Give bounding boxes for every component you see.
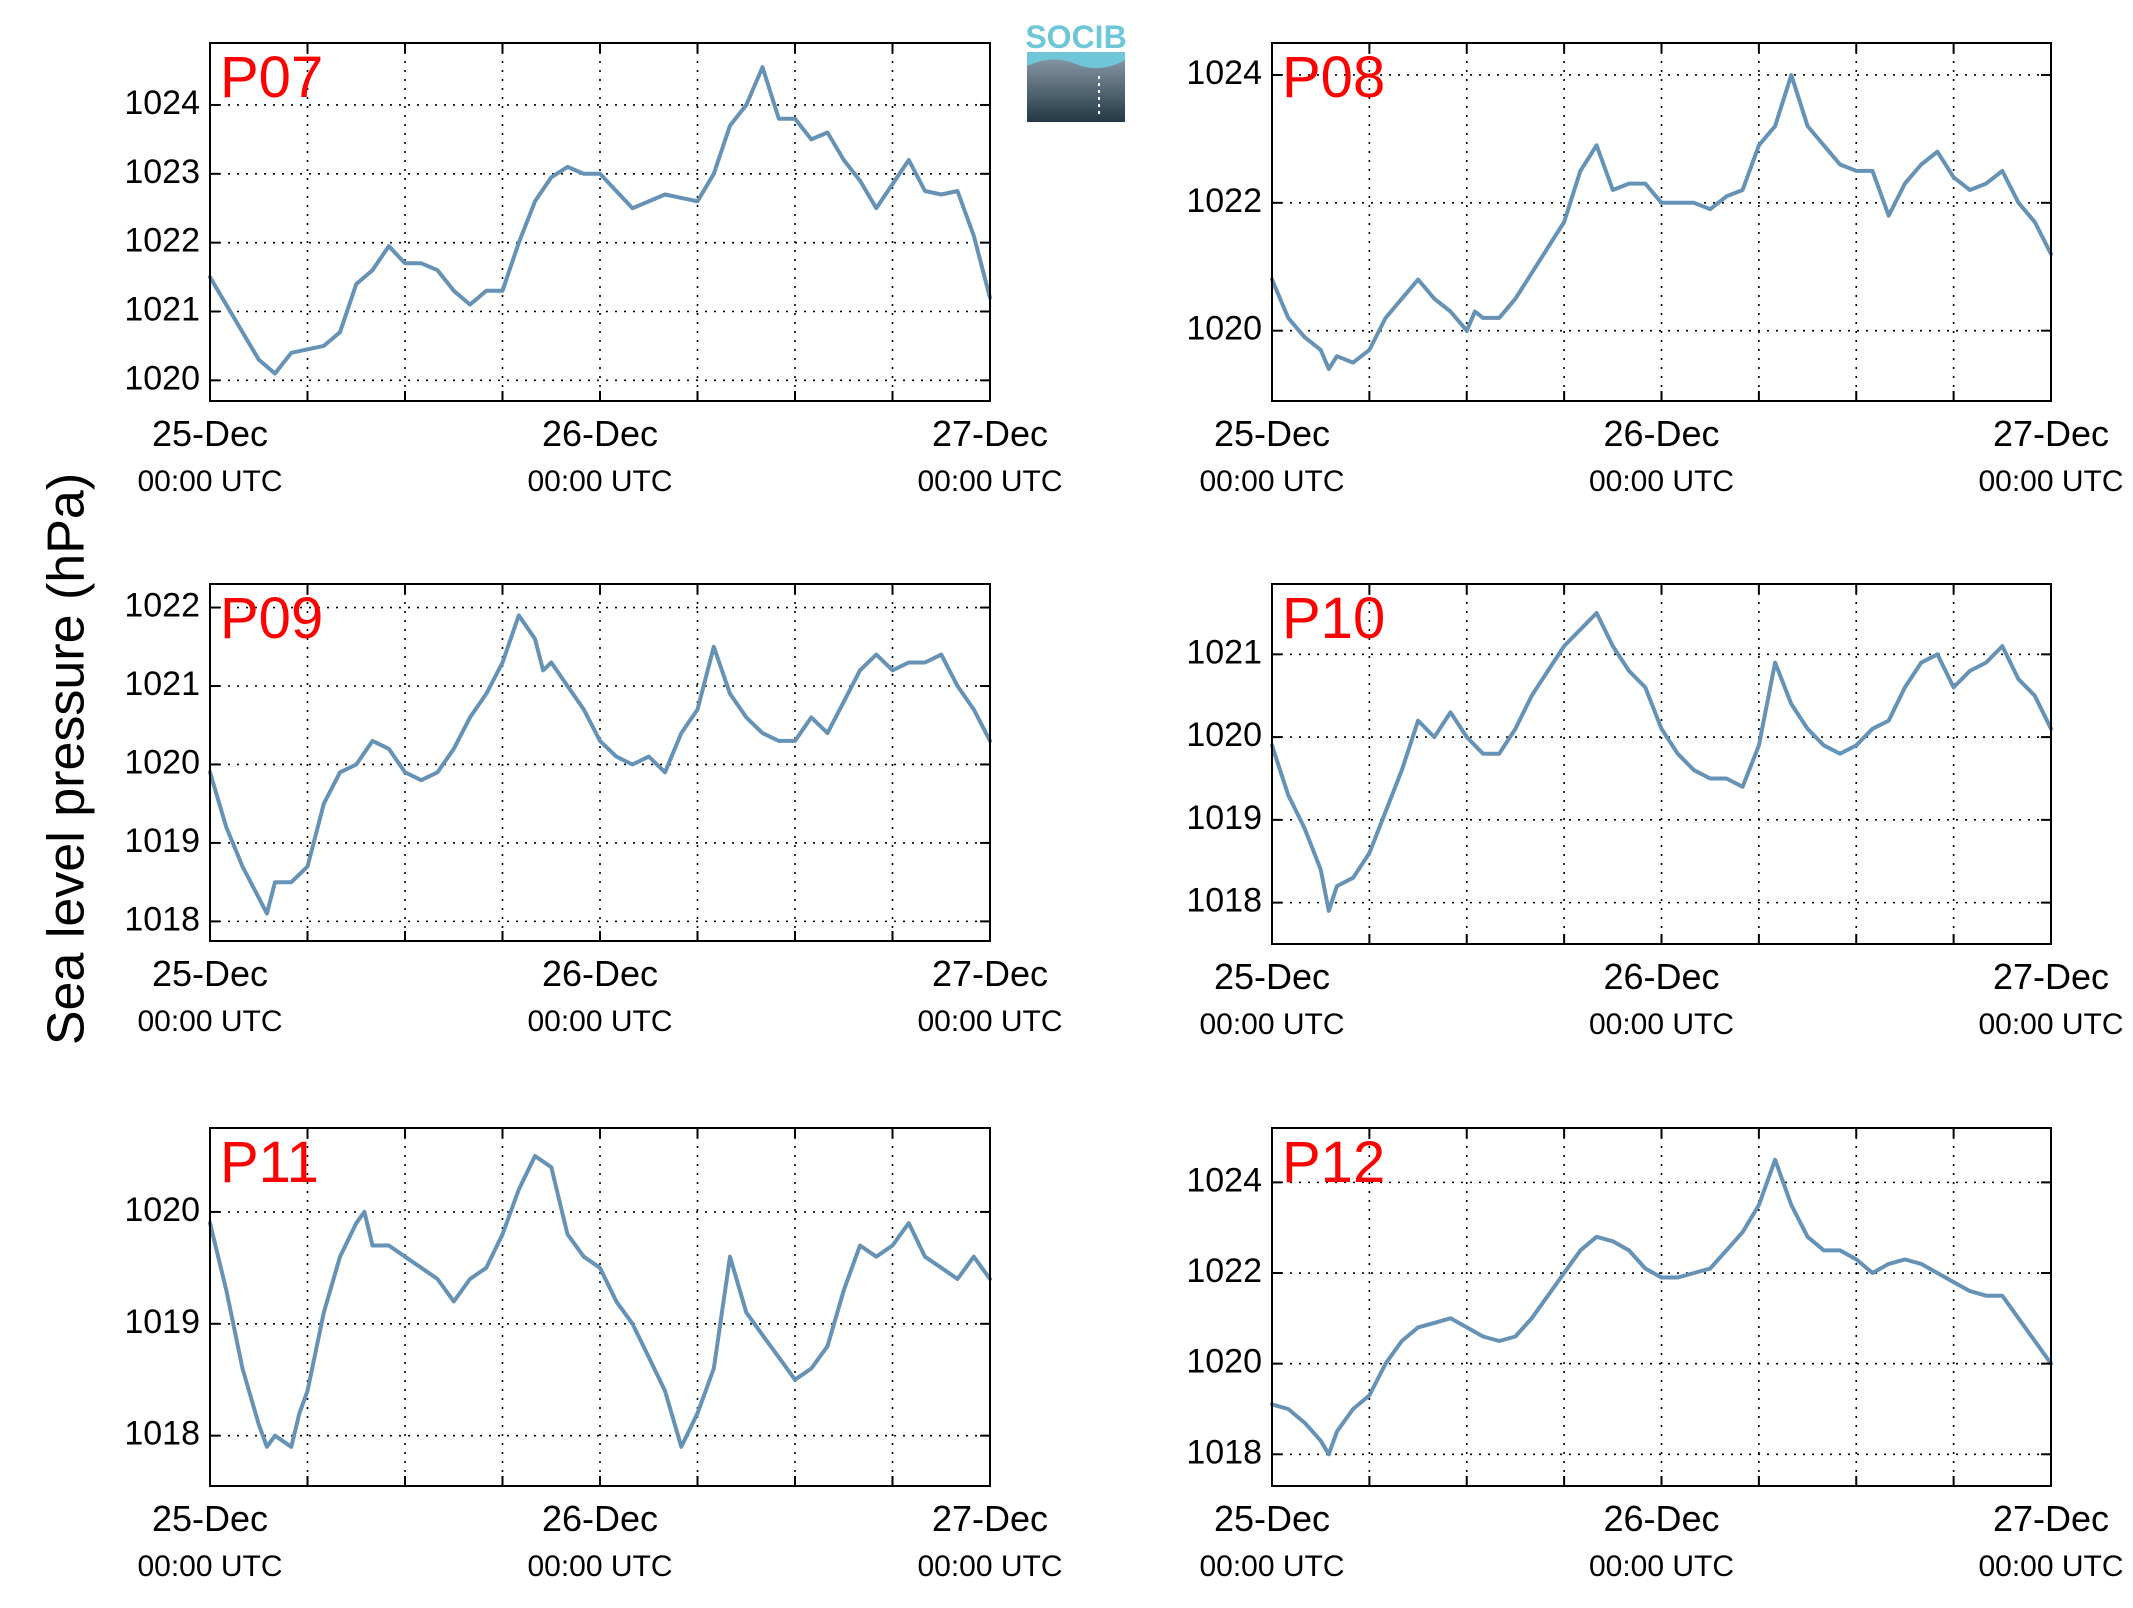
x-tick-label-time: 00:00 UTC [1199,1550,1344,1583]
x-tick-label-time: 00:00 UTC [1199,465,1344,498]
y-tick-label: 1018 [124,1415,200,1453]
x-tick-label-date: 27-Dec [932,413,1048,454]
y-tick-label: 1020 [124,743,200,781]
y-tick-label: 1020 [1186,310,1262,348]
y-tick-label: 1021 [1186,633,1262,671]
x-tick-label-date: 26-Dec [542,953,658,994]
chart-panel-p11: 1018 1019 1020 25-Dec 00:00 UTC 26-Dec 00:00 U… [124,1127,1063,1583]
x-tick-label-date: 26-Dec [542,413,658,454]
x-tick-label-date: 27-Dec [1993,413,2109,454]
plot-frame [209,583,991,942]
series-line [1270,611,2053,913]
panel-title: P10 [1282,586,1385,651]
panels-group: 1020 1021 1022 1023 1024 25-Dec 00:00 UTC 26-De… [124,42,2124,1583]
x-tick-label-time: 00:00 UTC [137,465,282,498]
series-line [208,1154,992,1449]
y-tick-label: 1024 [1186,1161,1262,1199]
x-tick-label-date: 27-Dec [932,1498,1048,1539]
x-tick-label-time: 00:00 UTC [1978,1008,2123,1041]
series-line [1270,1157,2053,1457]
y-tick-label: 1024 [1186,54,1262,92]
chart-panel-p08: 1020 1022 1024 25-Dec 00:00 UTC 26-Dec 00:00 U… [1186,42,2124,498]
x-tick-label-date: 27-Dec [1993,1498,2109,1539]
y-tick-label: 1020 [124,1191,200,1229]
x-tick-label-time: 00:00 UTC [527,1005,672,1038]
y-tick-label: 1018 [1186,882,1262,920]
y-tick-label: 1019 [1186,799,1262,837]
socib-logo-wave [1027,52,1125,69]
x-tick-label-date: 26-Dec [542,1498,658,1539]
x-tick-label-date: 25-Dec [152,953,268,994]
x-tick-label-date: 25-Dec [152,1498,268,1539]
y-tick-label: 1023 [124,153,200,191]
panel-title: P12 [1282,1130,1385,1195]
socib-logo: SOCIB [1025,19,1127,122]
x-tick-label-date: 26-Dec [1603,1498,1719,1539]
x-tick-label-time: 00:00 UTC [917,1550,1062,1583]
chart-panel-p12: 1018 1020 1022 1024 25-Dec 00:00 UTC 26-Dec 00:… [1186,1127,2124,1583]
x-tick-label-date: 27-Dec [1993,956,2109,997]
x-tick-label-time: 00:00 UTC [527,465,672,498]
x-tick-label-time: 00:00 UTC [1199,1008,1344,1041]
series-line [1270,73,2053,371]
y-tick-label: 1020 [124,359,200,397]
plot-frame [209,42,991,402]
x-tick-label-date: 25-Dec [1214,1498,1330,1539]
y-tick-label: 1024 [124,84,200,122]
panel-title: P09 [220,586,323,651]
x-tick-label-date: 26-Dec [1603,956,1719,997]
y-tick-label: 1019 [124,822,200,860]
panel-title: P07 [220,45,323,110]
x-tick-label-time: 00:00 UTC [1978,465,2123,498]
panel-title: P11 [220,1130,319,1195]
chart-panel-p09: 1018 1019 1020 1021 1022 25-Dec 00:00 UTC 26-De… [124,583,1063,1038]
plot-frame [1271,42,2052,402]
x-tick-label-time: 00:00 UTC [137,1005,282,1038]
y-tick-label: 1020 [1186,1343,1262,1381]
socib-logo-text: SOCIB [1025,19,1126,55]
y-tick-label: 1022 [124,222,200,260]
y-tick-label: 1020 [1186,716,1262,754]
x-tick-label-date: 27-Dec [932,953,1048,994]
x-tick-label-time: 00:00 UTC [137,1550,282,1583]
y-tick-label: 1022 [124,587,200,625]
x-tick-label-time: 00:00 UTC [917,1005,1062,1038]
x-tick-label-time: 00:00 UTC [1589,1008,1734,1041]
series-line [208,65,992,376]
y-tick-label: 1018 [124,900,200,938]
y-tick-label: 1021 [124,665,200,703]
x-tick-label-date: 25-Dec [152,413,268,454]
x-tick-label-time: 00:00 UTC [527,1550,672,1583]
y-tick-label: 1021 [124,290,200,328]
y-tick-label: 1018 [1186,1433,1262,1471]
x-tick-label-time: 00:00 UTC [1978,1550,2123,1583]
x-tick-label-time: 00:00 UTC [1589,1550,1734,1583]
chart-panel-p10: 1018 1019 1020 1021 25-Dec 00:00 UTC 26-Dec 00:… [1186,583,2124,1041]
x-tick-label-time: 00:00 UTC [917,465,1062,498]
x-tick-label-date: 25-Dec [1214,413,1330,454]
y-axis-label: Sea level pressure (hPa) [38,473,96,1045]
panel-title: P08 [1282,45,1385,110]
x-tick-label-date: 26-Dec [1603,413,1719,454]
x-tick-label-time: 00:00 UTC [1589,465,1734,498]
x-tick-label-date: 25-Dec [1214,956,1330,997]
y-tick-label: 1022 [1186,182,1262,220]
chart-panel-p07: 1020 1021 1022 1023 1024 25-Dec 00:00 UTC 26-De… [124,42,1063,498]
plot-frame [1271,1127,2052,1487]
series-line [208,613,992,916]
y-tick-label: 1019 [124,1303,200,1341]
y-tick-label: 1022 [1186,1252,1262,1290]
